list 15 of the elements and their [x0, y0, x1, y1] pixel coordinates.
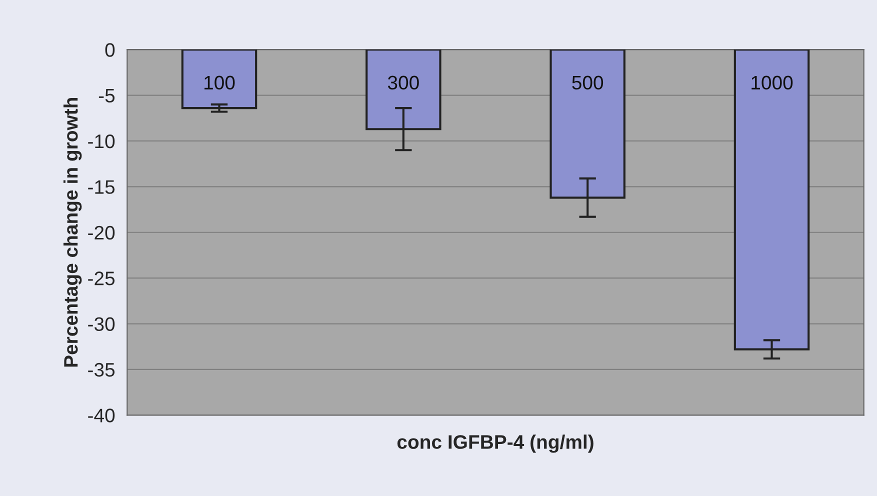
y-tick-label: -35 — [88, 362, 115, 377]
y-tick-label: -40 — [88, 408, 115, 422]
y-tick-label: -10 — [88, 134, 115, 148]
y-axis-title: Percentage change in growth — [63, 98, 82, 367]
y-tick-label: -30 — [88, 317, 115, 331]
y-tick-label: -20 — [88, 226, 115, 240]
x-tick-label: 300 — [388, 76, 419, 90]
x-tick-label: 1000 — [752, 76, 793, 90]
y-tick-label: -5 — [98, 88, 115, 103]
y-tick-label: -15 — [88, 180, 115, 194]
x-axis-title: conc IGFBP-4 (ng/ml) — [397, 434, 594, 453]
x-tick-label: 500 — [572, 76, 604, 90]
y-tick-label: 0 — [105, 43, 115, 57]
y-tick-label: -25 — [88, 272, 115, 286]
x-tick-label: 100 — [204, 76, 235, 90]
